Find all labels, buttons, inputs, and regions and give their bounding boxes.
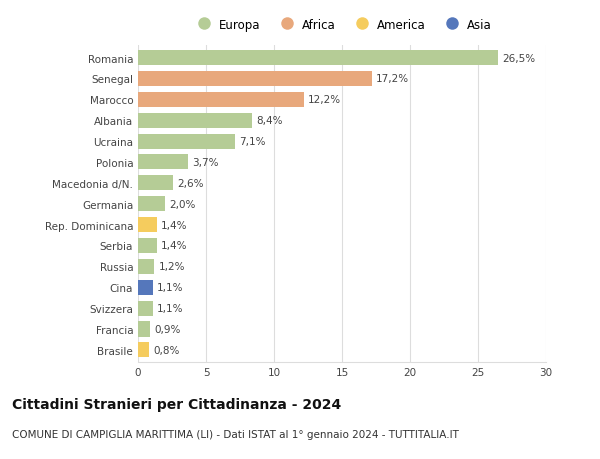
Bar [138, 342, 149, 358]
Bar [138, 259, 154, 274]
Text: 1,4%: 1,4% [161, 241, 188, 251]
Bar [138, 301, 153, 316]
Bar [138, 134, 235, 149]
Bar [138, 238, 157, 253]
Bar [138, 72, 372, 87]
Bar [138, 322, 150, 337]
Text: 1,2%: 1,2% [158, 262, 185, 272]
Text: 0,8%: 0,8% [153, 345, 179, 355]
Text: 8,4%: 8,4% [256, 116, 283, 126]
Bar [138, 51, 499, 66]
Text: 12,2%: 12,2% [308, 95, 341, 105]
Bar [138, 93, 304, 107]
Text: 17,2%: 17,2% [376, 74, 409, 84]
Bar [138, 155, 188, 170]
Text: 0,9%: 0,9% [154, 324, 181, 334]
Text: 3,7%: 3,7% [193, 157, 219, 168]
Text: 1,1%: 1,1% [157, 283, 184, 292]
Text: 7,1%: 7,1% [239, 137, 265, 147]
Bar [138, 280, 153, 295]
Legend: Europa, Africa, America, Asia: Europa, Africa, America, Asia [187, 14, 497, 36]
Text: 2,6%: 2,6% [178, 179, 204, 188]
Bar [138, 197, 165, 212]
Text: 2,0%: 2,0% [169, 199, 196, 209]
Text: 1,1%: 1,1% [157, 303, 184, 313]
Bar [138, 176, 173, 191]
Text: COMUNE DI CAMPIGLIA MARITTIMA (LI) - Dati ISTAT al 1° gennaio 2024 - TUTTITALIA.: COMUNE DI CAMPIGLIA MARITTIMA (LI) - Dat… [12, 429, 459, 439]
Bar [138, 113, 252, 129]
Text: Cittadini Stranieri per Cittadinanza - 2024: Cittadini Stranieri per Cittadinanza - 2… [12, 397, 341, 411]
Text: 1,4%: 1,4% [161, 220, 188, 230]
Text: 26,5%: 26,5% [502, 53, 536, 63]
Bar [138, 218, 157, 233]
